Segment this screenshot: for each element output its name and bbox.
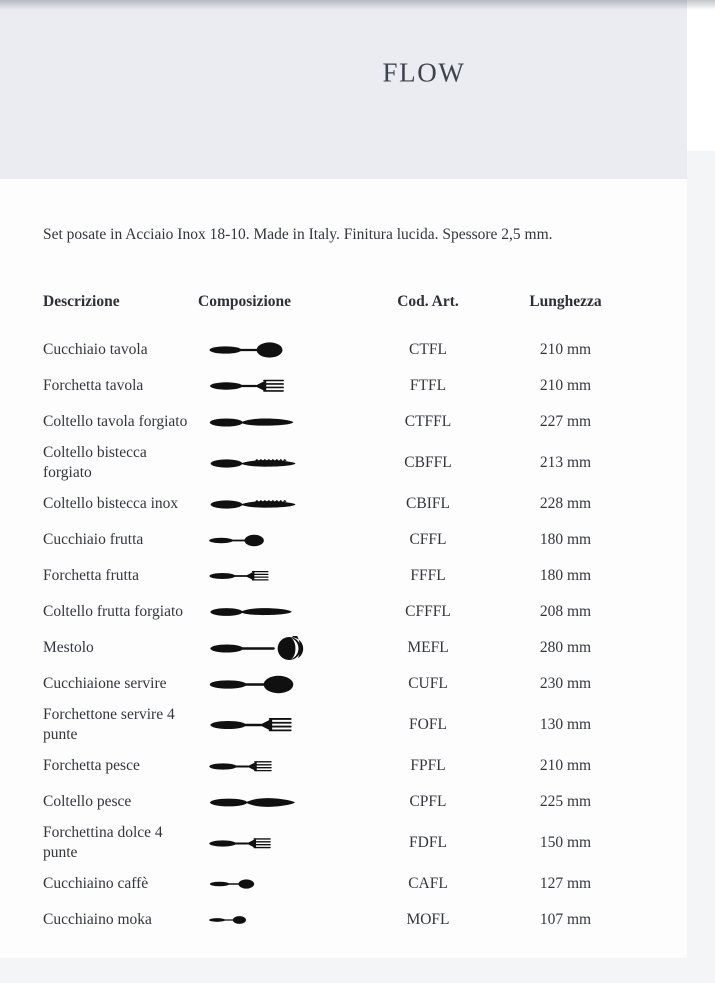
item-code: MEFL [407, 639, 449, 656]
fork-icon [208, 568, 270, 584]
item-code: CUFL [408, 675, 448, 692]
item-name: Coltello bistecca inox [43, 495, 179, 512]
item-code: FDFL [409, 834, 447, 851]
item-name: Coltello tavola forgiato [43, 413, 188, 430]
collection-header [0, 0, 687, 179]
ladle-icon [208, 636, 305, 661]
item-name: Forchetta pesce [43, 757, 140, 774]
item-length: 280 mm [539, 639, 592, 656]
collection-title: FLOW [382, 57, 466, 88]
table-row: Coltello bistecca forgiato CBFFL 213 mm [43, 440, 687, 486]
table-row: Forchetta tavola FTFL 210 mm [43, 368, 687, 404]
item-length: 228 mm [539, 495, 592, 512]
item-length: 213 mm [539, 454, 592, 471]
spoon-icon [208, 878, 256, 890]
table-row: Cucchiaione servire CUFL 230 mm [43, 666, 687, 702]
table-row: Forchetta frutta FFFL 180 mm [43, 558, 687, 594]
item-name: Coltello bistecca forgiato [43, 444, 147, 481]
column-header-composizione: Composizione [198, 293, 291, 310]
spoon-icon [208, 915, 247, 925]
item-name: Cucchiaino caffè [43, 875, 149, 892]
table-row: Mestolo MEFL 280 mm [43, 630, 687, 666]
table-row: Cucchiaino moka MOFL 107 mm [43, 902, 687, 938]
item-code: FFFL [410, 567, 446, 584]
serrated-knife-icon [208, 493, 298, 516]
item-length: 180 mm [539, 567, 592, 584]
table-row: Forchetta pesce FPFL 210 mm [43, 748, 687, 784]
fork-icon [208, 376, 286, 396]
item-code: FTFL [409, 377, 447, 394]
table-row: Coltello bistecca inox CBIFL 228 mm [43, 486, 687, 522]
item-length: 150 mm [539, 834, 592, 851]
item-length: 210 mm [539, 757, 592, 774]
item-code: CFFL [409, 531, 447, 548]
knife-icon [208, 411, 295, 434]
table-row: Cucchiaio tavola CTFL 210 mm [43, 332, 687, 368]
item-code: CFFFL [405, 603, 451, 620]
table-row: Forchettone servire 4 punte FOFL 130 mm [43, 702, 687, 748]
item-code: MOFL [406, 911, 450, 928]
table-header-row: Descrizione Composizione Cod. Art. Lungh… [43, 293, 687, 311]
item-length: 227 mm [539, 413, 592, 430]
item-length: 210 mm [539, 341, 592, 358]
item-code: CTFFL [404, 413, 452, 430]
item-code: CBIFL [406, 495, 450, 512]
fork-icon [208, 758, 273, 775]
fork-icon [208, 714, 294, 736]
table-body: Cucchiaio tavola CTFL 210 mm Forchetta t… [43, 332, 687, 938]
item-name: Forchetta tavola [43, 377, 144, 394]
table-row: Cucchiaio frutta CFFL 180 mm [43, 522, 687, 558]
item-length: 230 mm [539, 675, 592, 692]
item-length: 208 mm [539, 603, 592, 620]
item-name: Cucchiaino moka [43, 911, 152, 928]
item-length: 225 mm [539, 793, 592, 810]
column-header-descrizione: Descrizione [43, 293, 120, 310]
item-length: 180 mm [539, 531, 592, 548]
item-code: CBFFL [404, 454, 452, 471]
item-name: Coltello pesce [43, 793, 132, 810]
serrated-knife-icon [208, 452, 298, 475]
column-header-lunghezza: Lunghezza [529, 293, 602, 310]
item-length: 107 mm [539, 911, 592, 928]
item-name: Cucchiaio frutta [43, 531, 144, 548]
item-name: Cucchiaione servire [43, 675, 167, 692]
item-code: FPFL [410, 757, 446, 774]
table-row: Cucchiaino caffè CAFL 127 mm [43, 866, 687, 902]
item-name: Forchetta frutta [43, 567, 139, 584]
column-header-cod-art: Cod. Art. [397, 293, 459, 310]
fish-knife-icon [208, 791, 297, 814]
item-name: Coltello frutta forgiato [43, 603, 184, 620]
content-panel: Set posate in Acciaio Inox 18-10. Made i… [0, 179, 687, 958]
table-row: Coltello pesce CPFL 225 mm [43, 784, 687, 820]
item-code: FOFL [409, 716, 447, 733]
product-description: Set posate in Acciaio Inox 18-10. Made i… [43, 226, 553, 243]
item-name: Forchettina dolce 4 punte [43, 824, 163, 861]
fork-icon [208, 835, 272, 852]
item-code: CPFL [409, 793, 447, 810]
table-row: Coltello frutta forgiato CFFFL 208 mm [43, 594, 687, 630]
item-length: 130 mm [539, 716, 592, 733]
item-name: Mestolo [43, 639, 94, 656]
item-code: CTFL [409, 341, 447, 358]
item-length: 127 mm [539, 875, 592, 892]
item-length: 210 mm [539, 377, 592, 394]
item-name: Cucchiaio tavola [43, 341, 148, 358]
spoon-icon [208, 533, 265, 548]
item-name: Forchettone servire 4 punte [43, 706, 175, 743]
table-row: Forchettina dolce 4 punte FDFL 150 mm [43, 820, 687, 866]
spoon-icon [208, 340, 284, 360]
knife-icon [208, 601, 294, 623]
spoon-icon [208, 673, 295, 696]
item-code: CAFL [408, 875, 448, 892]
table-row: Coltello tavola forgiato CTFFL 227 mm [43, 404, 687, 440]
page-margin [687, 0, 715, 151]
spec-table: Descrizione Composizione Cod. Art. Lungh… [43, 293, 687, 938]
